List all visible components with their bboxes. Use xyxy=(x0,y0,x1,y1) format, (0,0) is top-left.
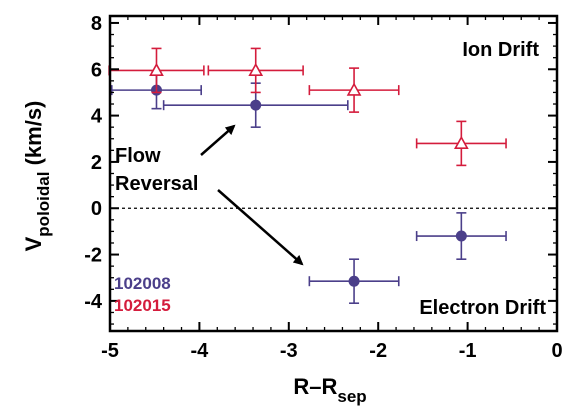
data-point-triangle xyxy=(453,135,469,149)
y-axis-title: Vpoloidal (km/s) xyxy=(21,101,53,252)
y-tick-label: -4 xyxy=(84,291,103,313)
x-tick-label: -2 xyxy=(369,340,387,362)
y-tick-label: 8 xyxy=(91,13,102,35)
y-tick-label: 2 xyxy=(91,152,102,174)
data-point-triangle xyxy=(346,82,362,96)
legend-entry-102015: 102015 xyxy=(114,296,171,315)
reversal-arrow-down xyxy=(217,189,304,266)
y-tick-label: -2 xyxy=(84,245,102,267)
data-point-circle xyxy=(348,275,360,287)
data-point-circle xyxy=(455,230,467,242)
reversal-label: Reversal xyxy=(115,173,198,195)
x-tick-label: 0 xyxy=(551,340,562,362)
flow-arrow-up xyxy=(200,124,236,156)
x-tick-label: -1 xyxy=(459,340,477,362)
x-tick-label: -5 xyxy=(101,340,119,362)
y-tick-label: 0 xyxy=(91,198,102,220)
data-layer xyxy=(108,47,507,305)
legend-entry-102008: 102008 xyxy=(114,274,171,293)
ticks-layer: -5 -4 -3 -2 -1 0 -4 -2 0 2 4 6 8 xyxy=(84,13,562,362)
data-point-triangle xyxy=(149,62,164,77)
data-point-circle xyxy=(250,99,262,111)
data-point-triangle xyxy=(248,62,264,77)
flow-label: Flow xyxy=(115,145,161,167)
y-tick-label: 6 xyxy=(91,59,102,81)
ion-drift-label: Ion Drift xyxy=(462,39,539,61)
y-tick-label: 4 xyxy=(91,106,103,128)
x-tick-label: -4 xyxy=(191,340,210,362)
x-axis-title: R–Rsep xyxy=(293,374,366,406)
electron-drift-label: Electron Drift xyxy=(419,297,546,319)
x-tick-label: -3 xyxy=(280,340,298,362)
